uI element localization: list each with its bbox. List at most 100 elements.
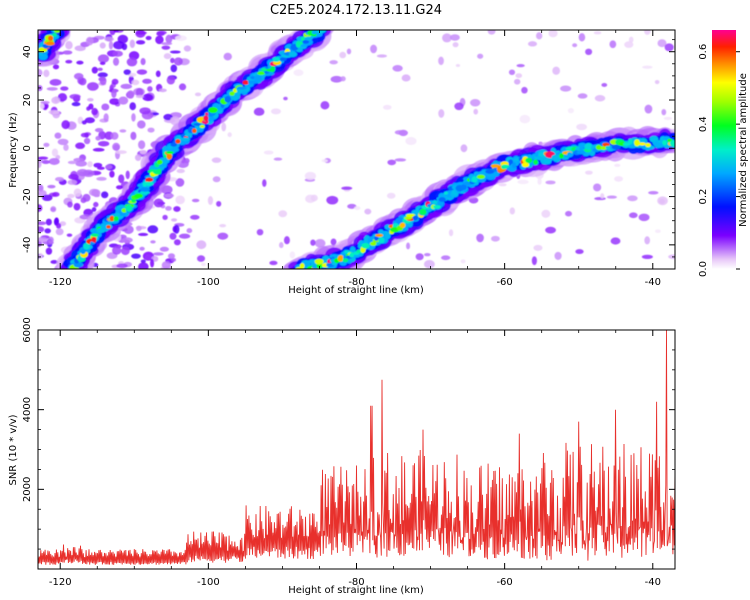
- spectrogram-panel: -120 -100 -80 -60 -40 -40 -20 0 20 40 Height of …: [8, 29, 676, 296]
- heatmap-speckle: [194, 92, 202, 97]
- heatmap-speckle: [190, 214, 200, 220]
- heatmap-speckle: [537, 178, 542, 185]
- heatmap-speckle: [560, 85, 572, 92]
- heatmap-speckle: [73, 188, 82, 197]
- heatmap-speckle: [321, 159, 328, 163]
- heatmap-peak: [156, 168, 162, 175]
- heatmap-speckle: [572, 43, 578, 48]
- heatmap-peak: [304, 36, 313, 41]
- heatmap-speckle: [60, 86, 69, 91]
- heatmap-speckle: [178, 83, 187, 91]
- heatmap-speckle: [175, 35, 187, 42]
- heatmap-speckle: [346, 48, 352, 55]
- heatmap-speckle: [452, 42, 459, 48]
- heatmap-peak: [432, 205, 441, 209]
- y-tick-label: 6000: [22, 317, 33, 342]
- heatmap-peak: [525, 157, 533, 164]
- heatmap-speckle: [138, 262, 149, 269]
- heatmap-peak: [261, 68, 267, 72]
- heatmap-speckle: [82, 169, 95, 178]
- heatmap-speckle: [593, 31, 602, 35]
- heatmap-peak: [342, 258, 349, 263]
- heatmap-speckle: [112, 57, 120, 66]
- heatmap-speckle: [509, 207, 515, 215]
- heatmap-speckle: [38, 156, 49, 160]
- heatmap-cell: [656, 142, 665, 148]
- heatmap-peak: [302, 39, 310, 44]
- heatmap-speckle: [92, 147, 105, 152]
- heatmap-peak: [471, 176, 478, 183]
- snr-y-label: SNR (10 * v/v): [8, 414, 19, 485]
- heatmap-speckle: [38, 68, 43, 77]
- y-tick-label: -40: [22, 237, 33, 253]
- heatmap-speckle: [145, 35, 152, 41]
- heatmap-cell: [171, 147, 180, 153]
- heatmap-speckle: [118, 174, 125, 184]
- heatmap-speckle: [668, 254, 675, 260]
- heatmap-speckle: [109, 170, 115, 178]
- heatmap-speckle: [135, 40, 146, 45]
- heatmap-speckle: [442, 33, 452, 43]
- heatmap-speckle: [664, 43, 674, 52]
- y-tick-label: 0: [22, 145, 33, 151]
- heatmap-speckle: [97, 54, 110, 63]
- heatmap-speckle: [156, 30, 167, 35]
- colorbar-tick-label: 0.0: [698, 261, 709, 277]
- heatmap-speckle: [515, 73, 523, 79]
- heatmap-speckle: [91, 107, 98, 116]
- heatmap-peak: [405, 213, 416, 218]
- heatmap-speckle: [150, 258, 155, 268]
- heatmap-peak: [438, 197, 446, 202]
- heatmap-peak: [299, 263, 305, 269]
- y-tick-label: 4000: [22, 397, 33, 422]
- heatmap-peak: [419, 208, 427, 216]
- heatmap-speckle: [609, 40, 617, 49]
- heatmap-speckle: [648, 190, 659, 195]
- heatmap-speckle: [38, 221, 47, 226]
- heatmap-peak: [247, 80, 258, 85]
- heatmap-speckle: [201, 262, 206, 267]
- heatmap-peak: [199, 124, 205, 128]
- heatmap-speckle: [256, 228, 264, 236]
- heatmap-speckle: [129, 39, 136, 49]
- heatmap-speckle: [577, 93, 588, 99]
- heatmap-speckle: [57, 138, 69, 146]
- heatmap-peak: [511, 162, 517, 169]
- heatmap-speckle: [38, 252, 43, 259]
- heatmap-speckle: [62, 50, 73, 55]
- x-tick-label: -120: [49, 277, 72, 288]
- heatmap-peak: [316, 30, 327, 34]
- heatmap-speckle: [508, 69, 516, 76]
- heatmap-speckle: [578, 33, 586, 42]
- colorbar: 0.0 0.2 0.4 0.6 Normalized spectral amplitu…: [698, 30, 749, 277]
- heatmap-speckle: [138, 140, 146, 150]
- heatmap-speckle: [65, 59, 73, 64]
- heatmap-speckle: [78, 77, 87, 86]
- heatmap-speckle: [278, 210, 288, 218]
- x-tick-label: -60: [496, 577, 512, 588]
- heatmap-cell: [160, 158, 170, 164]
- heatmap-speckle: [527, 41, 538, 47]
- heatmap-speckle: [87, 97, 94, 102]
- heatmap-speckle: [406, 242, 411, 250]
- heatmap-speckle: [51, 96, 61, 104]
- heatmap-speckle: [44, 228, 51, 234]
- heatmap-peak: [501, 164, 510, 168]
- heatmap-peak: [485, 169, 495, 174]
- heatmap-peak: [133, 193, 144, 199]
- heatmap-speckle: [424, 253, 431, 257]
- heatmap-speckle: [536, 32, 543, 40]
- heatmap-speckle: [565, 210, 572, 217]
- heatmap-speckle: [63, 143, 69, 151]
- heatmap-peak: [139, 190, 150, 195]
- heatmap-peak: [270, 66, 276, 73]
- heatmap-peak: [166, 153, 173, 160]
- heatmap-speckle: [101, 191, 109, 199]
- heatmap-speckle: [661, 108, 667, 116]
- heatmap-peak: [192, 128, 197, 134]
- heatmap-speckle: [477, 53, 484, 59]
- heatmap-speckle: [438, 109, 445, 118]
- heatmap-peak: [476, 174, 486, 179]
- spectrogram-heatmap: [38, 30, 675, 269]
- heatmap-peak: [272, 56, 281, 62]
